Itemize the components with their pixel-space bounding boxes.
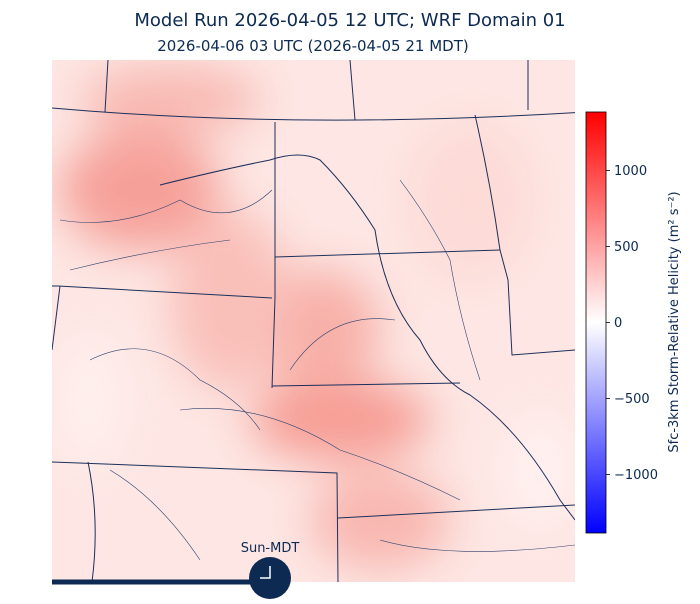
title: Model Run 2026-04-05 12 UTC; WRF Domain …: [134, 10, 565, 31]
tick-label: −1000: [614, 468, 658, 483]
map: [52, 60, 575, 582]
tick-label: 500: [614, 240, 639, 255]
clock-label: Sun-MDT: [241, 541, 300, 556]
colorbar-scale: [585, 111, 607, 534]
colorbar-label: Sfc-3km Storm-Relative Helicity (m² s⁻²): [667, 191, 682, 452]
colorbar: −1000 −500 0 500 1000: [585, 111, 658, 534]
tick-label: 0: [614, 316, 622, 331]
subtitle: 2026-04-06 03 UTC (2026-04-05 21 MDT): [157, 37, 468, 55]
time-slider: Sun-MDT: [52, 541, 299, 599]
tick-label: −500: [614, 392, 650, 407]
tick-label: 1000: [614, 164, 647, 179]
